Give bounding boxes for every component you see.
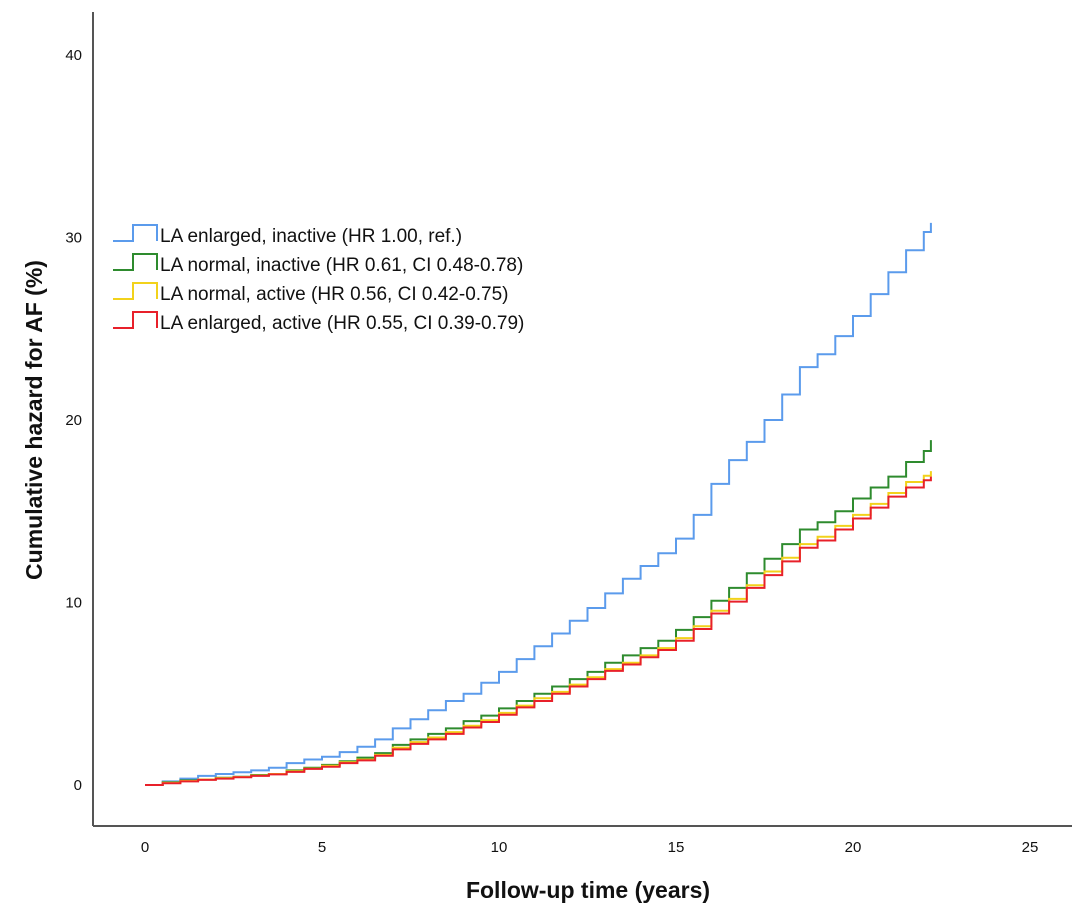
x-tick-label: 20 <box>845 839 862 856</box>
x-axis-ticks: 0 5 10 15 20 25 <box>141 839 1039 856</box>
y-axis-title: Cumulative hazard for AF (%) <box>21 260 47 580</box>
legend-label-3: LA normal, active (HR 0.56, CI 0.42-0.75… <box>160 284 509 305</box>
y-tick-label: 40 <box>65 47 82 64</box>
x-tick-label: 10 <box>491 839 508 856</box>
series-line-3 <box>145 471 932 786</box>
y-tick-label: 0 <box>74 777 82 794</box>
y-tick-label: 10 <box>65 595 82 612</box>
legend-swatch-4 <box>113 311 158 329</box>
y-tick-label: 20 <box>65 412 82 429</box>
legend-label-2: LA normal, inactive (HR 0.61, CI 0.48-0.… <box>160 255 523 276</box>
legend-label-1: LA enlarged, inactive (HR 1.00, ref.) <box>160 226 462 247</box>
legend-label-4: LA enlarged, active (HR 0.55, CI 0.39-0.… <box>160 313 524 334</box>
y-axis-ticks: 0 10 20 30 40 <box>65 47 82 794</box>
legend-swatch-2 <box>113 253 158 271</box>
x-tick-label: 0 <box>141 839 149 856</box>
legend-swatch-1 <box>113 224 158 242</box>
axes <box>92 12 1072 827</box>
y-tick-label: 30 <box>65 230 82 247</box>
x-tick-label: 5 <box>318 839 326 856</box>
series-line-2 <box>145 440 932 786</box>
series-line-4 <box>145 476 932 786</box>
x-axis-title: Follow-up time (years) <box>466 877 710 903</box>
x-tick-label: 15 <box>668 839 685 856</box>
series-lines <box>145 222 932 786</box>
series-line-1 <box>145 222 932 786</box>
legend-swatch-3 <box>113 282 158 300</box>
x-tick-label: 25 <box>1022 839 1039 856</box>
legend: LA enlarged, inactive (HR 1.00, ref.) LA … <box>113 224 524 334</box>
